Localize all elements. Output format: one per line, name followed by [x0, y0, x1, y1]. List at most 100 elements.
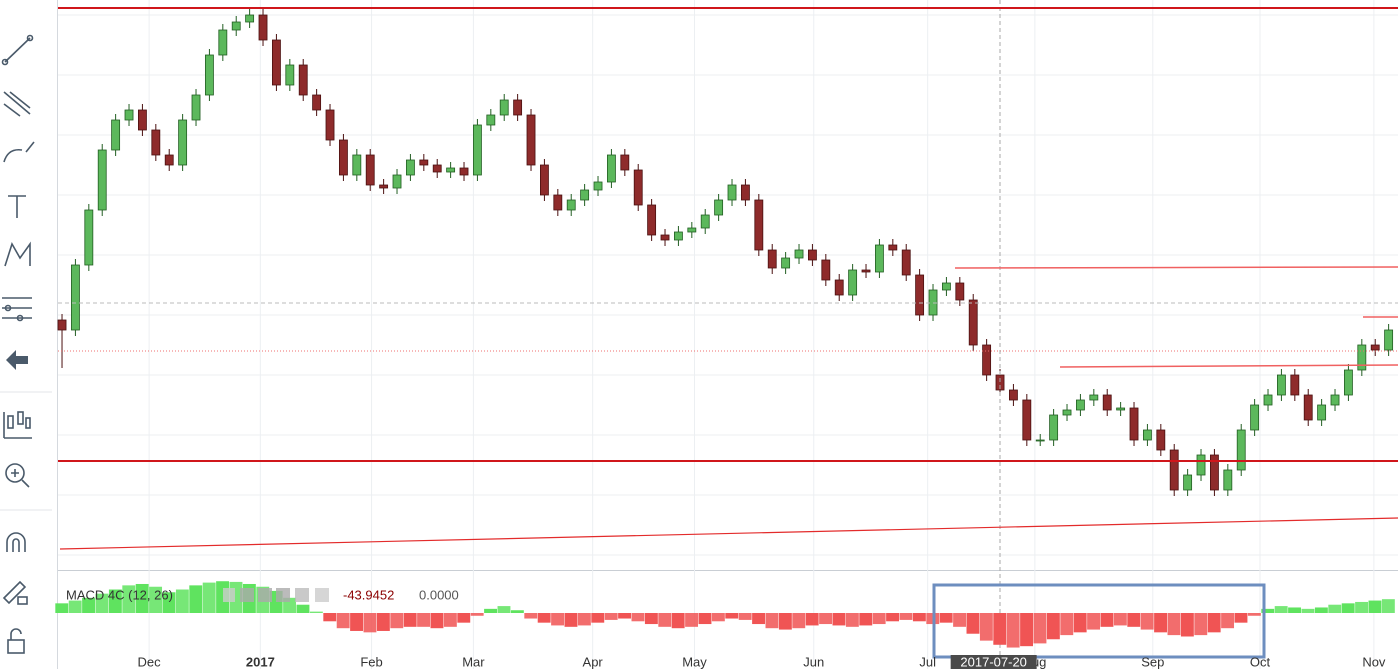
macd-bar	[631, 613, 645, 622]
highlight-box	[932, 583, 1266, 659]
macd-bar	[953, 613, 967, 627]
macd-bar	[685, 613, 699, 627]
tool-pattern[interactable]	[4, 241, 31, 267]
x-tick-label: Apr	[583, 654, 604, 669]
toolbar-bg	[0, 0, 54, 669]
candle-body	[754, 199, 764, 251]
macd-pane	[55, 581, 1395, 648]
candle-body	[1143, 429, 1152, 441]
candle-body	[566, 199, 576, 211]
tool-lock-draw[interactable]	[2, 580, 28, 605]
macd-bar	[470, 613, 484, 616]
candle-body	[955, 282, 965, 301]
macd-bar	[698, 613, 712, 625]
legend-button[interactable]	[276, 588, 290, 602]
legend-button[interactable]	[295, 588, 309, 602]
candle-body	[848, 269, 858, 296]
legend-button[interactable]	[258, 588, 272, 602]
candle-body	[633, 169, 643, 206]
trend-line[interactable]	[954, 266, 1398, 269]
x-tick-label: Nov	[1362, 654, 1386, 669]
candle-body	[1089, 394, 1099, 401]
candle-body	[808, 249, 817, 261]
macd-bar	[537, 613, 551, 623]
candle-body	[71, 264, 80, 331]
x-tick-label: Jun	[803, 654, 824, 669]
tool-back[interactable]	[6, 350, 28, 370]
candle-body	[593, 181, 603, 191]
macd-bar	[1127, 613, 1141, 627]
candle-body	[513, 99, 523, 116]
candle-body	[540, 164, 549, 196]
macd-bar	[484, 608, 498, 613]
candle-body	[97, 149, 107, 211]
candle-body	[459, 167, 469, 176]
macd-bar	[363, 613, 377, 633]
macd-bar	[1033, 613, 1047, 644]
legend-button[interactable]	[240, 588, 254, 602]
macd-bar	[979, 613, 993, 641]
macd-bar	[1261, 608, 1275, 613]
macd-bar	[296, 604, 310, 613]
candle-body	[1317, 404, 1327, 421]
candle-body	[1223, 469, 1233, 491]
candle-body	[526, 114, 536, 166]
tool-lock[interactable]	[7, 628, 25, 654]
macd-bar	[765, 613, 779, 629]
macd-legend: MACD 4C (12, 26) -43.9452 0.0000	[66, 587, 459, 602]
macd-bar	[1140, 613, 1154, 630]
tool-text[interactable]	[8, 195, 26, 218]
macd-bar	[309, 611, 323, 613]
candle-body	[1196, 454, 1206, 476]
candle-body	[379, 184, 389, 189]
candle-body	[1183, 474, 1193, 491]
candle-body	[204, 54, 214, 96]
candle-body	[151, 129, 161, 156]
candle-body	[499, 99, 509, 116]
macd-bar	[55, 603, 69, 613]
candle-body	[607, 154, 616, 183]
x-tick-label: Feb	[360, 654, 382, 669]
macd-bar	[1381, 599, 1395, 613]
legend-button[interactable]	[223, 588, 235, 602]
candle-body	[84, 209, 94, 266]
macd-bar	[1341, 603, 1355, 613]
tool-line[interactable]	[1, 34, 34, 66]
macd-bar	[792, 613, 806, 629]
macd-bar	[1234, 613, 1248, 623]
tool-brush[interactable]	[3, 141, 35, 163]
candle-body	[1370, 344, 1380, 351]
macd-bar	[872, 613, 886, 625]
x-tick-label: Sep	[1141, 654, 1164, 669]
candle-body	[660, 234, 670, 241]
macd-bar	[1288, 607, 1302, 613]
tool-magnet[interactable]	[6, 532, 26, 552]
macd-bar	[604, 613, 618, 620]
candle-body	[432, 164, 442, 173]
macd-bar	[912, 613, 926, 622]
trend-line[interactable]	[59, 517, 1398, 550]
macd-bar	[430, 613, 444, 629]
candle-body	[714, 199, 724, 216]
legend-button[interactable]	[315, 588, 329, 602]
tool-zoom[interactable]	[5, 463, 30, 488]
drawings	[58, 0, 1398, 669]
tool-pitchfork[interactable]	[3, 91, 31, 117]
candle-body	[727, 184, 737, 201]
candle-body	[620, 154, 630, 171]
x-tick-label: 2017	[246, 654, 275, 669]
macd-bar	[1100, 613, 1114, 627]
tool-chart[interactable]	[3, 411, 32, 439]
macd-bar	[149, 586, 163, 613]
candle-body	[245, 14, 255, 23]
tool-fib[interactable]	[2, 297, 32, 322]
candle-body	[1303, 394, 1313, 421]
trend-line[interactable]	[1059, 364, 1398, 368]
candle-body	[164, 154, 174, 166]
macd-bar	[202, 582, 216, 613]
indicator-name: MACD 4C (12, 26)	[66, 587, 173, 602]
candle-body	[1357, 344, 1367, 371]
x-tick-label: Jul	[919, 654, 936, 669]
crosshair-label-bg	[950, 655, 1037, 669]
candle-body	[298, 64, 308, 96]
